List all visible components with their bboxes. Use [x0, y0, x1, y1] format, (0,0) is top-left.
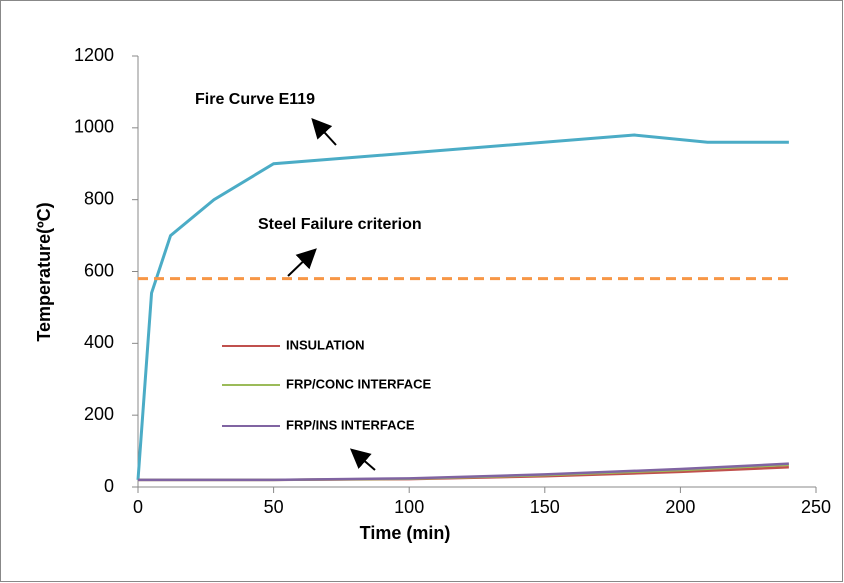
x-tick-label: 100: [394, 497, 424, 517]
y-tick-label: 1000: [74, 117, 114, 137]
x-tick-label: 250: [801, 497, 831, 517]
annotation: Steel Failure criterion: [258, 216, 422, 233]
arrow: [287, 248, 317, 277]
y-tick-label: 200: [84, 404, 114, 424]
arrow: [349, 448, 376, 471]
y-tick-label: 800: [84, 188, 114, 208]
arrow: [311, 118, 337, 146]
legend-label: FRP/CONC INTERFACE: [286, 376, 432, 391]
y-axis-title: Temperature(ºC): [34, 202, 54, 341]
legend-label: FRP/INS INTERFACE: [286, 417, 415, 432]
legend-label: INSULATION: [286, 337, 364, 352]
x-tick-label: 150: [530, 497, 560, 517]
y-tick-label: 400: [84, 332, 114, 352]
y-tick-label: 1200: [74, 45, 114, 65]
series-line: [138, 462, 789, 482]
x-axis-title: Time (min): [360, 523, 451, 543]
curve: [136, 133, 789, 480]
x-tick-label: 0: [133, 497, 143, 517]
x-tick-label: 200: [665, 497, 695, 517]
y-tick-label: 600: [84, 260, 114, 280]
x-tick-label: 50: [264, 497, 284, 517]
y-tick-label: 0: [104, 476, 114, 496]
annotation: Fire Curve E119: [195, 91, 315, 108]
